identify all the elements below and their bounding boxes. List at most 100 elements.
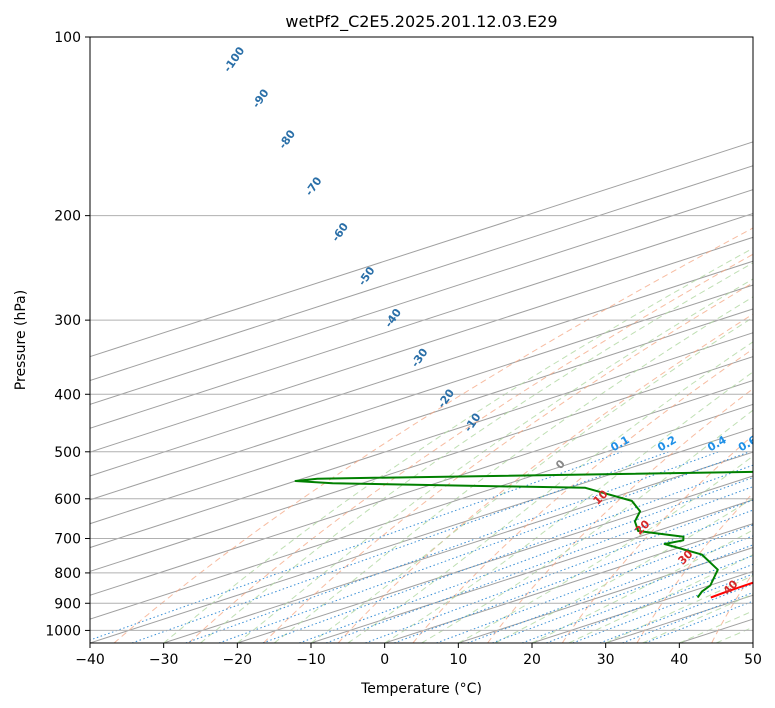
x-tick-label: 20 [523,652,541,668]
dry-adiabat-label: -40 [382,306,404,330]
moist-adiabat-line [642,593,753,643]
mixing-ratio-line [185,451,719,643]
mixing-ratio-line [622,592,753,643]
mixing-ratio-line [325,486,753,643]
dry-adiabat-line [487,388,753,643]
mixing-ratio-label: 0.4 [705,433,729,454]
dry-adiabat-line [188,253,753,643]
dry-adiabat-lines [113,227,753,643]
mixing-ratio-line [394,509,753,643]
moist-adiabat-line [384,371,753,643]
isotherm-line [384,523,753,643]
moist-adiabat-line [568,554,753,643]
isotherm-line [90,308,753,525]
moist-adiabat-line [273,296,753,643]
moist-adiabat-line [494,497,753,643]
isotherm-line [90,141,753,358]
x-tick-label: 30 [597,652,615,668]
y-tick-label: 600 [54,492,81,508]
x-tick-label: −30 [149,652,179,668]
dry-adiabat-label: -20 [435,386,457,410]
dry-adiabat-line [711,572,753,643]
moist-adiabat-label: 30 [676,547,696,567]
profile-series [294,470,753,599]
dry-adiabat-label: -70 [303,174,325,198]
mixing-ratio-line [131,451,669,643]
mixing-ratio-label: 0.1 [608,433,631,454]
y-axis-title: Pressure (hPa) [13,290,29,390]
moist-adiabat-lines [163,247,753,643]
dry-adiabat-line [263,282,753,643]
x-tick-label: −10 [296,652,326,668]
isotherm-line [90,356,753,572]
mixing-ratio-line [546,563,753,643]
isotherm-line [90,284,753,501]
dewpoint-line [294,470,753,599]
isotherm-line [310,499,753,643]
x-tick-label: 10 [449,652,467,668]
isotherm-lines [90,141,753,643]
x-tick-label: −40 [75,652,105,668]
isotherm-line [90,189,753,405]
isotherm-line [90,165,753,382]
moist-adiabat-line [310,316,753,643]
dry-adiabat-line [337,313,753,643]
moist-adiabat-line [421,409,753,643]
y-tick-label: 1000 [45,623,81,639]
mixing-ratio-lines [90,451,753,643]
chart-title: wetPf2_C2E5.2025.201.12.03.E29 [285,12,557,32]
mixing-ratio-line [521,555,753,643]
isotherm-line [90,212,753,429]
mixing-ratio-line [599,583,753,643]
y-tick-label: 900 [54,596,81,612]
y-tick-label: 300 [54,313,81,329]
mixing-ratio-line [645,600,753,643]
y-axis-ticks: 100 200 300 400 500 600 700 800 900 1000 [45,30,90,639]
isotherm-line [90,260,753,477]
isotherm-line [752,642,753,643]
isotherm-line [90,236,753,453]
y-tick-label: 500 [54,445,81,461]
moist-adiabat-line [347,341,753,643]
pressure-gridlines [90,37,753,631]
x-tick-label: 0 [380,652,389,668]
dry-adiabat-label: -60 [329,220,351,244]
y-tick-label: 200 [54,209,81,225]
mixing-ratio-line [299,477,753,643]
moist-adiabat-line [679,610,753,643]
y-tick-label: 700 [54,532,81,548]
mixing-ratio-line [218,451,750,643]
x-axis-ticks: −40 −30 −20 −10 0 10 20 30 40 50 [75,643,762,668]
line-labels: -100-90-80-70-60-50-40-30-20-100.1 0.2 0.4… [221,44,760,597]
y-tick-label: 400 [54,387,81,403]
moist-adiabat-line [237,278,753,643]
moist-adiabat-line [531,529,753,643]
isotherm-line [163,451,753,643]
dry-adiabat-line [412,348,753,643]
dry-adiabat-line [561,434,753,643]
dry-adiabat-label: -50 [356,264,378,288]
isotherm-line [90,403,753,620]
dry-adiabat-label: -100 [221,44,248,74]
dry-adiabat-line [113,227,753,643]
mixing-ratio-line [262,464,753,643]
x-tick-label: 40 [670,652,688,668]
x-axis-title: Temperature (°C) [360,681,482,697]
moist-adiabat-line [200,262,753,643]
dry-adiabat-label: -90 [250,86,272,110]
isotherm-line [458,547,753,643]
isotherm-line [90,332,753,549]
mixing-ratio-line [492,544,753,643]
x-tick-label: −20 [223,652,253,668]
isotherm-line [90,427,753,643]
mixing-ratio-line [365,499,753,643]
mixing-ratio-label: 0.6 [736,433,760,454]
isotherm-line [90,379,753,596]
dry-adiabat-label: -80 [276,127,298,151]
moist-adiabat-label: 0 [553,457,568,472]
plot-frame [89,36,754,644]
isotherm-line [237,475,753,643]
mixing-ratio-label: 0.2 [655,433,678,454]
x-tick-label: 50 [744,652,762,668]
